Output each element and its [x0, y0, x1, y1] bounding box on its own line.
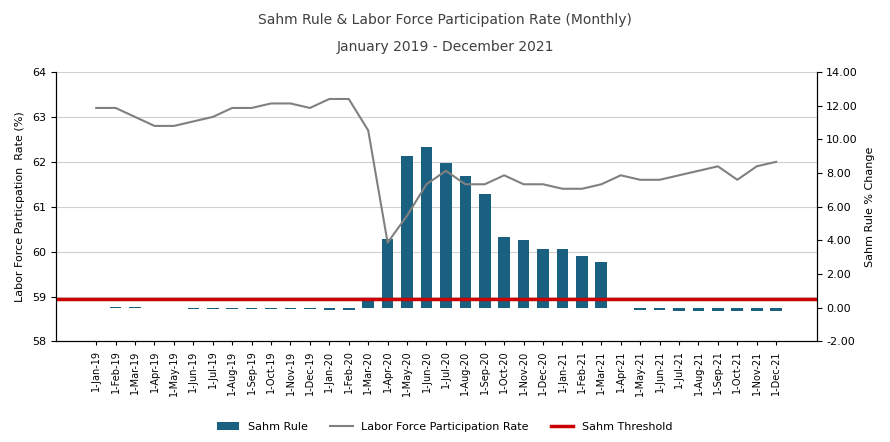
Labor Force Participation Rate — [441, 168, 451, 173]
Labor Force Participation Rate — [188, 119, 198, 124]
Bar — [323, 308, 336, 310]
Labor Force Participation Rate — [285, 101, 295, 106]
Labor Force Participation Rate — [324, 96, 335, 102]
Y-axis label: Sahm Rule % Change: Sahm Rule % Change — [865, 147, 875, 267]
Labor Force Participation Rate — [421, 182, 432, 187]
Bar — [576, 255, 587, 308]
Y-axis label: Labor Force Particpation  Rate (%): Labor Force Particpation Rate (%) — [15, 111, 25, 302]
Labor Force Participation Rate — [751, 164, 762, 169]
Labor Force Participation Rate — [654, 177, 665, 183]
Labor Force Participation Rate — [596, 182, 607, 187]
Labor Force Participation Rate — [227, 105, 238, 110]
Labor Force Participation Rate — [577, 186, 587, 191]
Bar — [246, 308, 257, 309]
Labor Force Participation Rate — [130, 114, 141, 120]
Labor Force Participation Rate — [538, 182, 548, 187]
Bar — [479, 194, 490, 308]
Bar — [635, 308, 646, 310]
Line: Labor Force Participation Rate: Labor Force Participation Rate — [96, 99, 776, 243]
Bar — [732, 308, 743, 311]
Bar — [343, 308, 354, 310]
Labor Force Participation Rate — [674, 173, 684, 178]
Labor Force Participation Rate — [771, 159, 781, 164]
Bar — [538, 249, 549, 308]
Bar — [751, 308, 763, 311]
Labor Force Participation Rate — [266, 101, 277, 106]
Labor Force Participation Rate — [168, 123, 179, 129]
Bar — [459, 176, 471, 308]
Labor Force Participation Rate — [383, 240, 393, 245]
Bar — [285, 308, 296, 309]
Labor Force Participation Rate — [635, 177, 645, 183]
Text: Sahm Rule & Labor Force Participation Rate (Monthly): Sahm Rule & Labor Force Participation Ra… — [258, 13, 632, 27]
Bar — [440, 164, 452, 308]
Bar — [304, 308, 316, 309]
Labor Force Participation Rate — [363, 128, 374, 133]
Text: January 2019 - December 2021: January 2019 - December 2021 — [336, 40, 554, 54]
Bar — [654, 308, 666, 310]
Labor Force Participation Rate — [150, 123, 160, 129]
Bar — [129, 307, 141, 308]
Labor Force Participation Rate — [304, 105, 315, 110]
Labor Force Participation Rate — [401, 213, 412, 218]
Bar — [712, 308, 724, 311]
Bar — [265, 308, 277, 309]
Bar — [382, 239, 393, 308]
Bar — [109, 307, 121, 308]
Labor Force Participation Rate — [91, 105, 101, 110]
Labor Force Participation Rate — [713, 164, 724, 169]
Bar — [362, 299, 374, 308]
Labor Force Participation Rate — [518, 182, 529, 187]
Bar — [771, 308, 782, 311]
Labor Force Participation Rate — [693, 168, 704, 173]
Bar — [518, 240, 530, 308]
Labor Force Participation Rate — [615, 173, 626, 178]
Bar — [498, 236, 510, 308]
Sahm Threshold — [91, 297, 101, 302]
Labor Force Participation Rate — [480, 182, 490, 187]
Labor Force Participation Rate — [344, 96, 354, 102]
Labor Force Participation Rate — [207, 114, 218, 120]
Labor Force Participation Rate — [460, 182, 471, 187]
Labor Force Participation Rate — [732, 177, 742, 183]
Labor Force Participation Rate — [247, 105, 257, 110]
Bar — [421, 147, 433, 308]
Legend: Sahm Rule, Labor Force Participation Rate, Sahm Threshold: Sahm Rule, Labor Force Participation Rat… — [213, 417, 677, 436]
Bar — [595, 262, 607, 308]
Bar — [207, 308, 219, 309]
Labor Force Participation Rate — [498, 173, 509, 178]
Bar — [556, 249, 569, 308]
Labor Force Participation Rate — [557, 186, 568, 191]
Sahm Threshold — [110, 297, 121, 302]
Bar — [401, 156, 413, 308]
Labor Force Participation Rate — [110, 105, 121, 110]
Bar — [673, 308, 685, 311]
Bar — [188, 308, 199, 309]
Bar — [692, 308, 704, 311]
Bar — [226, 308, 238, 309]
